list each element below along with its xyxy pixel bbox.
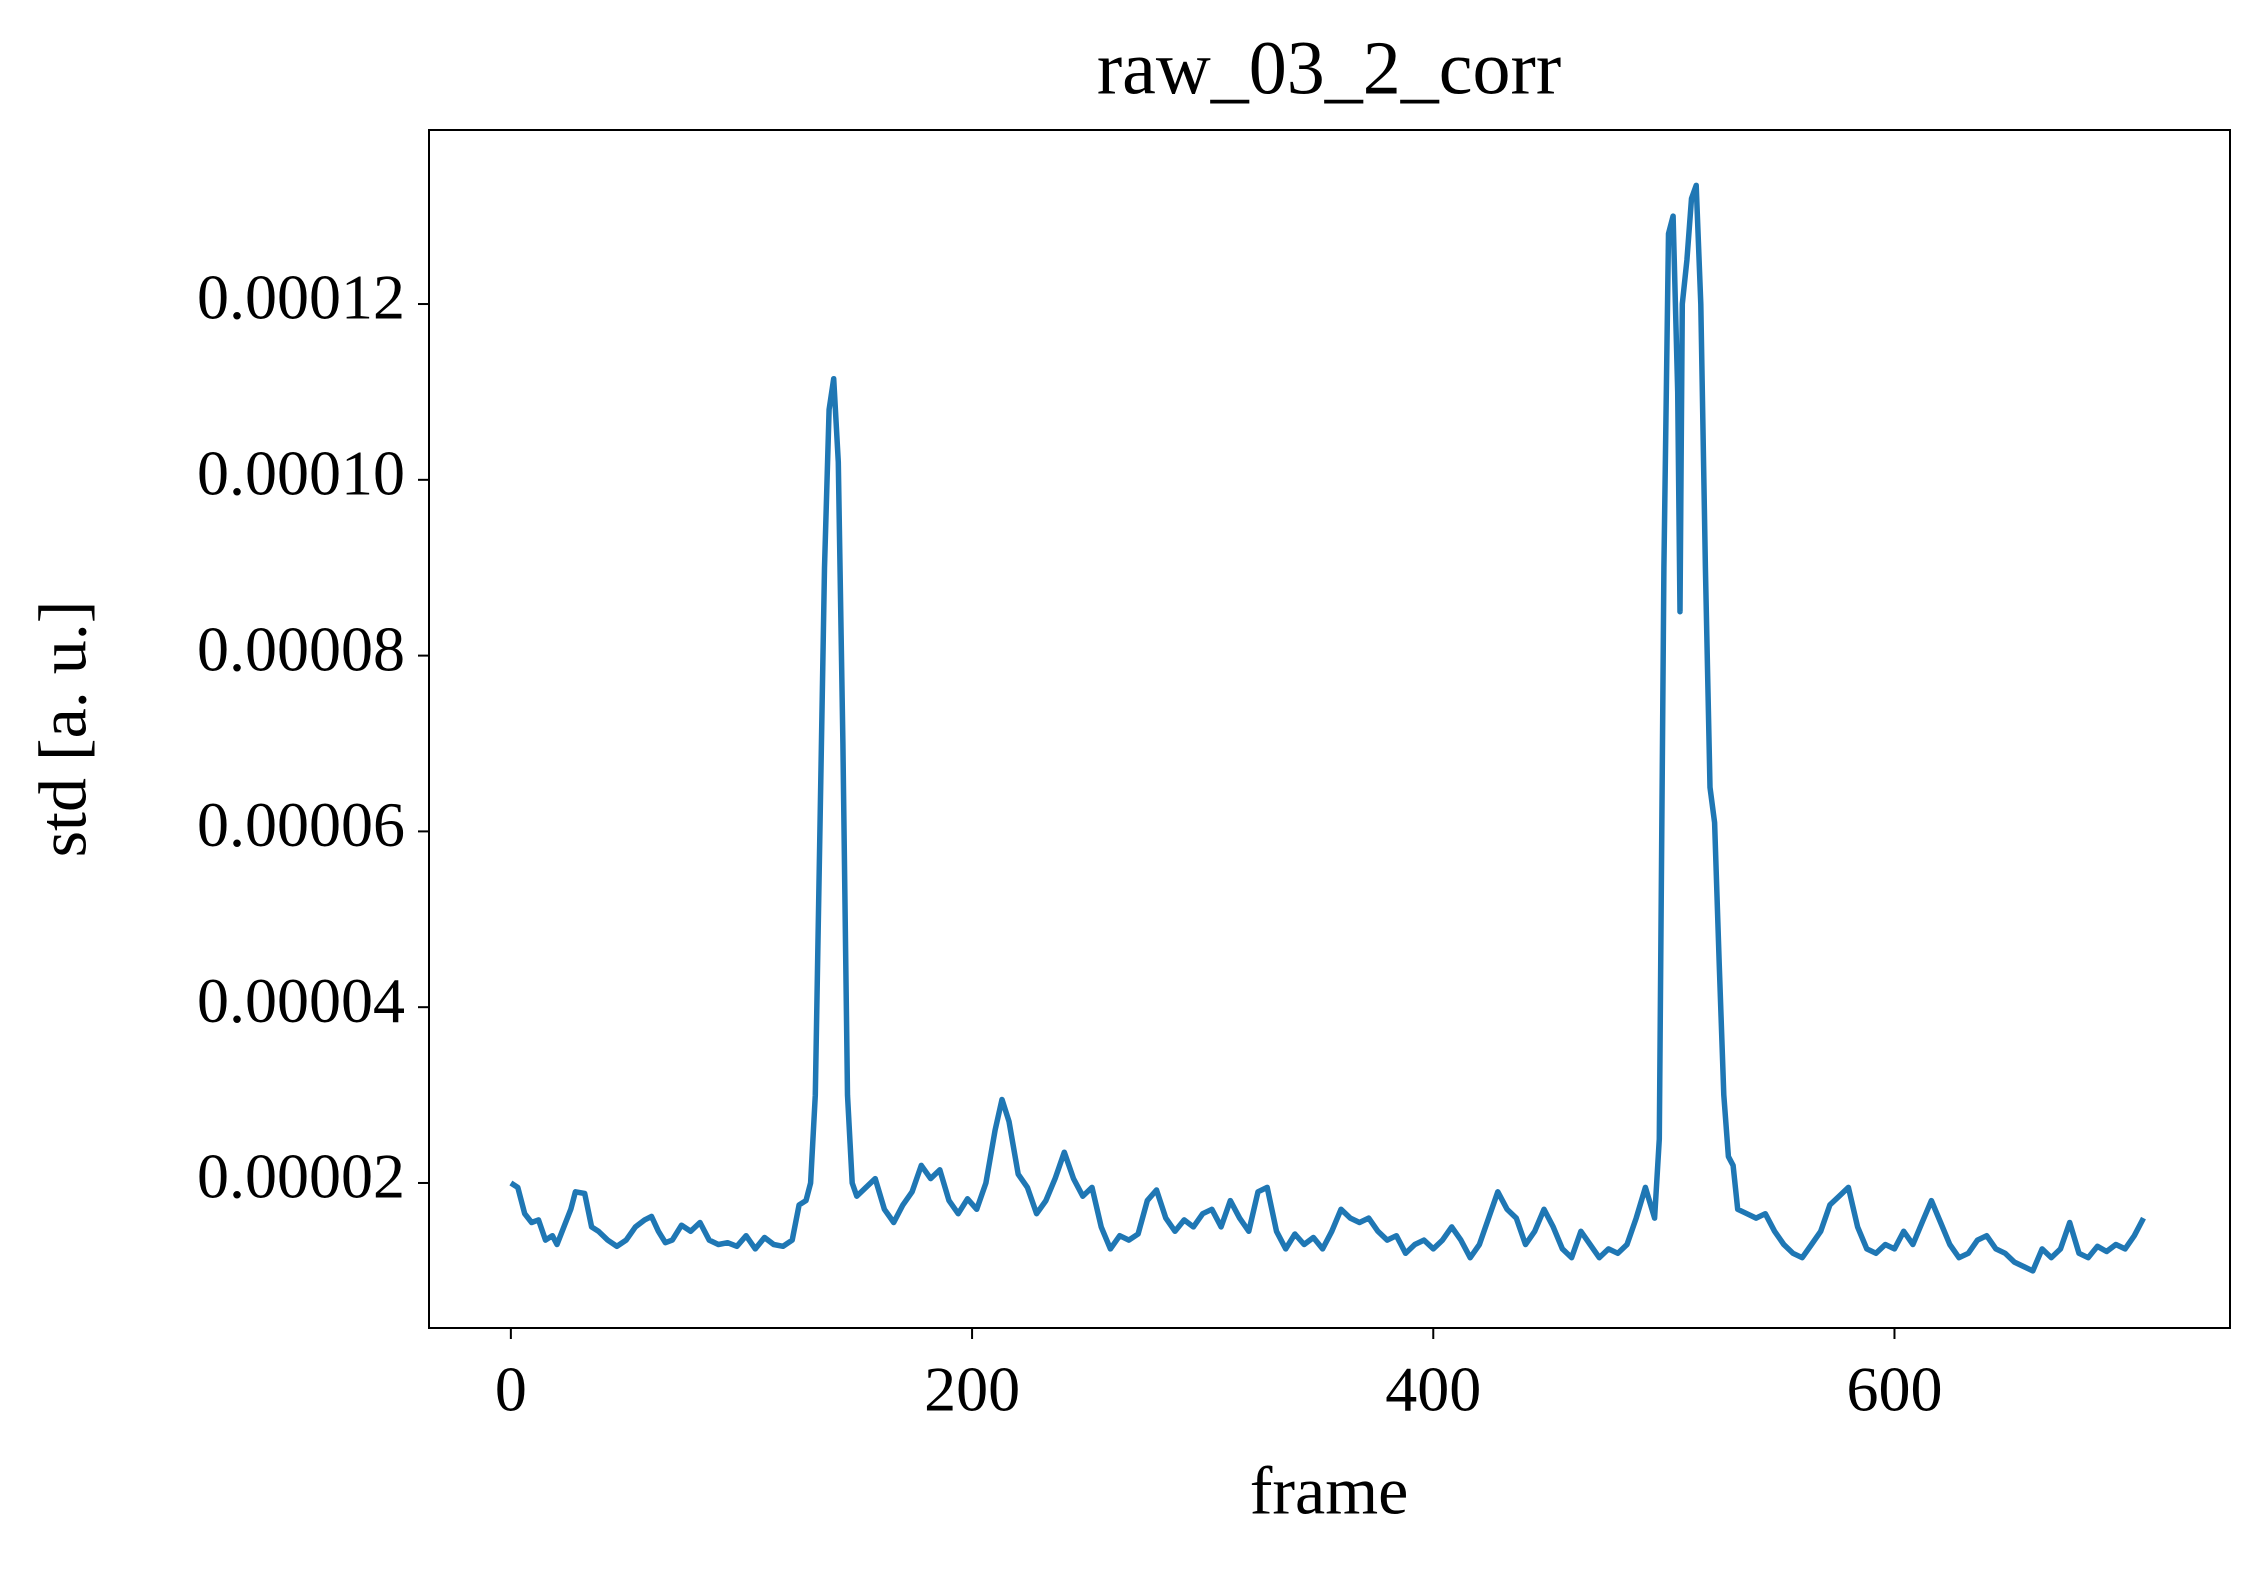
data-line xyxy=(509,182,2146,1274)
y-tick-label: 0.00010 xyxy=(197,438,405,509)
y-tick-label: 0.00004 xyxy=(197,965,405,1036)
chart-title: raw_03_2_corr xyxy=(1097,26,1561,110)
y-axis-label: std [a. u.] xyxy=(25,601,101,858)
y-tick-label: 0.00002 xyxy=(197,1141,405,1212)
x-tick-label: 0 xyxy=(495,1354,527,1425)
plot-frame xyxy=(428,129,2231,1329)
x-tick-label: 200 xyxy=(924,1354,1020,1425)
x-axis-label: frame xyxy=(1250,1453,1409,1529)
y-tick-label: 0.00012 xyxy=(197,262,405,333)
y-tick-label: 0.00006 xyxy=(197,789,405,860)
x-tick-label: 600 xyxy=(1846,1354,1942,1425)
x-tick-label: 400 xyxy=(1385,1354,1481,1425)
y-tick-label: 0.00008 xyxy=(197,613,405,684)
